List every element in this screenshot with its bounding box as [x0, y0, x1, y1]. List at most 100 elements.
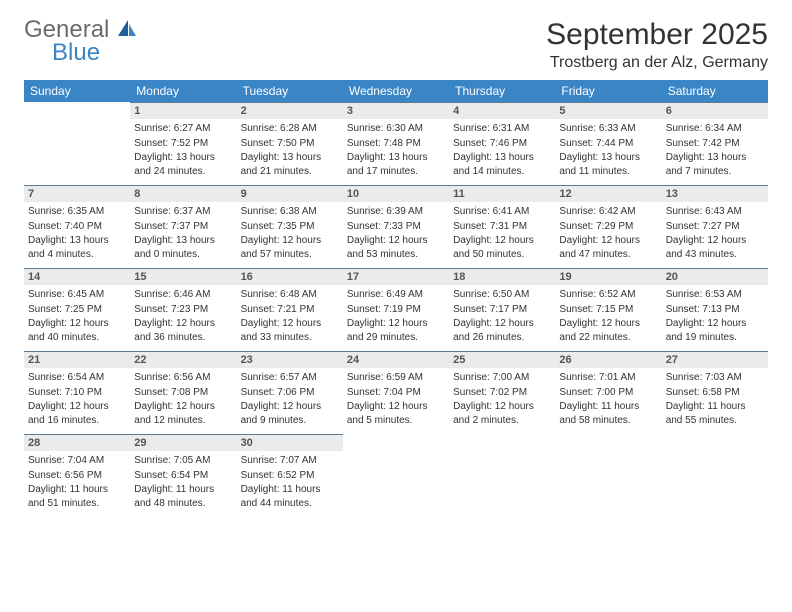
day-details: Sunrise: 6:46 AMSunset: 7:23 PMDaylight:… — [134, 288, 232, 344]
day-details: Sunrise: 6:53 AMSunset: 7:13 PMDaylight:… — [666, 288, 764, 344]
daylight-text: Daylight: 13 hours and 0 minutes. — [134, 234, 232, 261]
calendar-cell: 24Sunrise: 6:59 AMSunset: 7:04 PMDayligh… — [343, 351, 449, 434]
sunset-text: Sunset: 6:52 PM — [241, 469, 339, 483]
daylight-text: Daylight: 12 hours and 12 minutes. — [134, 400, 232, 427]
weekday-wednesday: Wednesday — [343, 80, 449, 102]
sunrise-text: Sunrise: 6:31 AM — [453, 122, 551, 136]
daylight-text: Daylight: 12 hours and 50 minutes. — [453, 234, 551, 261]
sunrise-text: Sunrise: 7:05 AM — [134, 454, 232, 468]
calendar-cell: 6Sunrise: 6:34 AMSunset: 7:42 PMDaylight… — [662, 102, 768, 185]
sunset-text: Sunset: 7:31 PM — [453, 220, 551, 234]
day-details: Sunrise: 6:50 AMSunset: 7:17 PMDaylight:… — [453, 288, 551, 344]
day-number: 4 — [449, 102, 555, 119]
sunset-text: Sunset: 7:10 PM — [28, 386, 126, 400]
calendar-cell: 20Sunrise: 6:53 AMSunset: 7:13 PMDayligh… — [662, 268, 768, 351]
day-number: 16 — [237, 268, 343, 285]
daylight-text: Daylight: 13 hours and 17 minutes. — [347, 151, 445, 178]
day-details: Sunrise: 6:43 AMSunset: 7:27 PMDaylight:… — [666, 205, 764, 261]
calendar-cell: 8Sunrise: 6:37 AMSunset: 7:37 PMDaylight… — [130, 185, 236, 268]
day-details: Sunrise: 6:54 AMSunset: 7:10 PMDaylight:… — [28, 371, 126, 427]
day-number: 18 — [449, 268, 555, 285]
weekday-friday: Friday — [555, 80, 661, 102]
day-details: Sunrise: 6:34 AMSunset: 7:42 PMDaylight:… — [666, 122, 764, 178]
day-details: Sunrise: 6:48 AMSunset: 7:21 PMDaylight:… — [241, 288, 339, 344]
daylight-text: Daylight: 11 hours and 55 minutes. — [666, 400, 764, 427]
daylight-text: Daylight: 13 hours and 11 minutes. — [559, 151, 657, 178]
day-details: Sunrise: 6:33 AMSunset: 7:44 PMDaylight:… — [559, 122, 657, 178]
daylight-text: Daylight: 13 hours and 7 minutes. — [666, 151, 764, 178]
sunrise-text: Sunrise: 7:04 AM — [28, 454, 126, 468]
sunset-text: Sunset: 7:23 PM — [134, 303, 232, 317]
daylight-text: Daylight: 11 hours and 51 minutes. — [28, 483, 126, 510]
day-details: Sunrise: 6:42 AMSunset: 7:29 PMDaylight:… — [559, 205, 657, 261]
day-number: 11 — [449, 185, 555, 202]
calendar-week-row: 7 Sunrise: 6:35 AMSunset: 7:40 PMDaylight… — [24, 185, 768, 268]
day-details: Sunrise: 6:27 AMSunset: 7:52 PMDaylight:… — [134, 122, 232, 178]
daylight-text: Daylight: 11 hours and 58 minutes. — [559, 400, 657, 427]
month-title: September 2025 — [546, 18, 768, 52]
daylight-text: Daylight: 12 hours and 26 minutes. — [453, 317, 551, 344]
calendar-cell — [662, 434, 768, 517]
sunset-text: Sunset: 7:35 PM — [241, 220, 339, 234]
calendar-cell: 21Sunrise: 6:54 AMSunset: 7:10 PMDayligh… — [24, 351, 130, 434]
day-details: Sunrise: 6:35 AMSunset: 7:40 PMDaylight:… — [28, 205, 126, 261]
calendar-cell — [24, 102, 130, 185]
header: General Blue September 2025 Trostberg an… — [24, 18, 768, 72]
sunrise-text: Sunrise: 6:34 AM — [666, 122, 764, 136]
daylight-text: Daylight: 13 hours and 21 minutes. — [241, 151, 339, 178]
sunset-text: Sunset: 7:48 PM — [347, 137, 445, 151]
day-details: Sunrise: 6:52 AMSunset: 7:15 PMDaylight:… — [559, 288, 657, 344]
calendar-cell: 2Sunrise: 6:28 AMSunset: 7:50 PMDaylight… — [237, 102, 343, 185]
day-details: Sunrise: 6:45 AMSunset: 7:25 PMDaylight:… — [28, 288, 126, 344]
calendar-cell: 14Sunrise: 6:45 AMSunset: 7:25 PMDayligh… — [24, 268, 130, 351]
daylight-text: Daylight: 11 hours and 48 minutes. — [134, 483, 232, 510]
sunrise-text: Sunrise: 6:35 AM — [28, 205, 126, 219]
day-details: Sunrise: 6:38 AMSunset: 7:35 PMDaylight:… — [241, 205, 339, 261]
day-number — [449, 434, 555, 451]
sunrise-text: Sunrise: 7:03 AM — [666, 371, 764, 385]
daylight-text: Daylight: 12 hours and 22 minutes. — [559, 317, 657, 344]
logo-word2: Blue — [52, 41, 138, 65]
calendar-week-row: 28Sunrise: 7:04 AMSunset: 6:56 PMDayligh… — [24, 434, 768, 517]
calendar-cell: 4Sunrise: 6:31 AMSunset: 7:46 PMDaylight… — [449, 102, 555, 185]
sunset-text: Sunset: 7:42 PM — [666, 137, 764, 151]
daylight-text: Daylight: 12 hours and 53 minutes. — [347, 234, 445, 261]
day-details: Sunrise: 6:49 AMSunset: 7:19 PMDaylight:… — [347, 288, 445, 344]
calendar-cell: 12Sunrise: 6:42 AMSunset: 7:29 PMDayligh… — [555, 185, 661, 268]
calendar-cell: 29Sunrise: 7:05 AMSunset: 6:54 PMDayligh… — [130, 434, 236, 517]
calendar-cell: 1Sunrise: 6:27 AMSunset: 7:52 PMDaylight… — [130, 102, 236, 185]
sunset-text: Sunset: 7:17 PM — [453, 303, 551, 317]
location: Trostberg an der Alz, Germany — [546, 54, 768, 72]
sunset-text: Sunset: 7:52 PM — [134, 137, 232, 151]
day-number — [555, 434, 661, 451]
calendar-cell — [449, 434, 555, 517]
calendar-table: Sunday Monday Tuesday Wednesday Thursday… — [24, 80, 768, 517]
logo: General Blue — [24, 18, 138, 65]
sunrise-text: Sunrise: 6:53 AM — [666, 288, 764, 302]
sunrise-text: Sunrise: 6:42 AM — [559, 205, 657, 219]
sunrise-text: Sunrise: 6:37 AM — [134, 205, 232, 219]
daylight-text: Daylight: 13 hours and 4 minutes. — [28, 234, 126, 261]
sunrise-text: Sunrise: 6:45 AM — [28, 288, 126, 302]
sunset-text: Sunset: 7:44 PM — [559, 137, 657, 151]
day-number: 29 — [130, 434, 236, 451]
sunrise-text: Sunrise: 6:38 AM — [241, 205, 339, 219]
sunset-text: Sunset: 6:58 PM — [666, 386, 764, 400]
day-number — [343, 434, 449, 451]
sunrise-text: Sunrise: 7:01 AM — [559, 371, 657, 385]
calendar-cell: 16 Sunrise: 6:48 AMSunset: 7:21 PMDayligh… — [237, 268, 343, 351]
day-number: 7 — [24, 185, 130, 202]
calendar-cell: 27Sunrise: 7:03 AMSunset: 6:58 PMDayligh… — [662, 351, 768, 434]
day-details: Sunrise: 7:04 AMSunset: 6:56 PMDaylight:… — [28, 454, 126, 510]
day-number: 24 — [343, 351, 449, 368]
day-details: Sunrise: 6:30 AMSunset: 7:48 PMDaylight:… — [347, 122, 445, 178]
sunrise-text: Sunrise: 6:33 AM — [559, 122, 657, 136]
day-details: Sunrise: 6:39 AMSunset: 7:33 PMDaylight:… — [347, 205, 445, 261]
sunrise-text: Sunrise: 6:59 AM — [347, 371, 445, 385]
sunset-text: Sunset: 7:27 PM — [666, 220, 764, 234]
sunset-text: Sunset: 7:25 PM — [28, 303, 126, 317]
sunset-text: Sunset: 7:00 PM — [559, 386, 657, 400]
day-details: Sunrise: 6:57 AMSunset: 7:06 PMDaylight:… — [241, 371, 339, 427]
sunrise-text: Sunrise: 6:28 AM — [241, 122, 339, 136]
sunset-text: Sunset: 7:21 PM — [241, 303, 339, 317]
